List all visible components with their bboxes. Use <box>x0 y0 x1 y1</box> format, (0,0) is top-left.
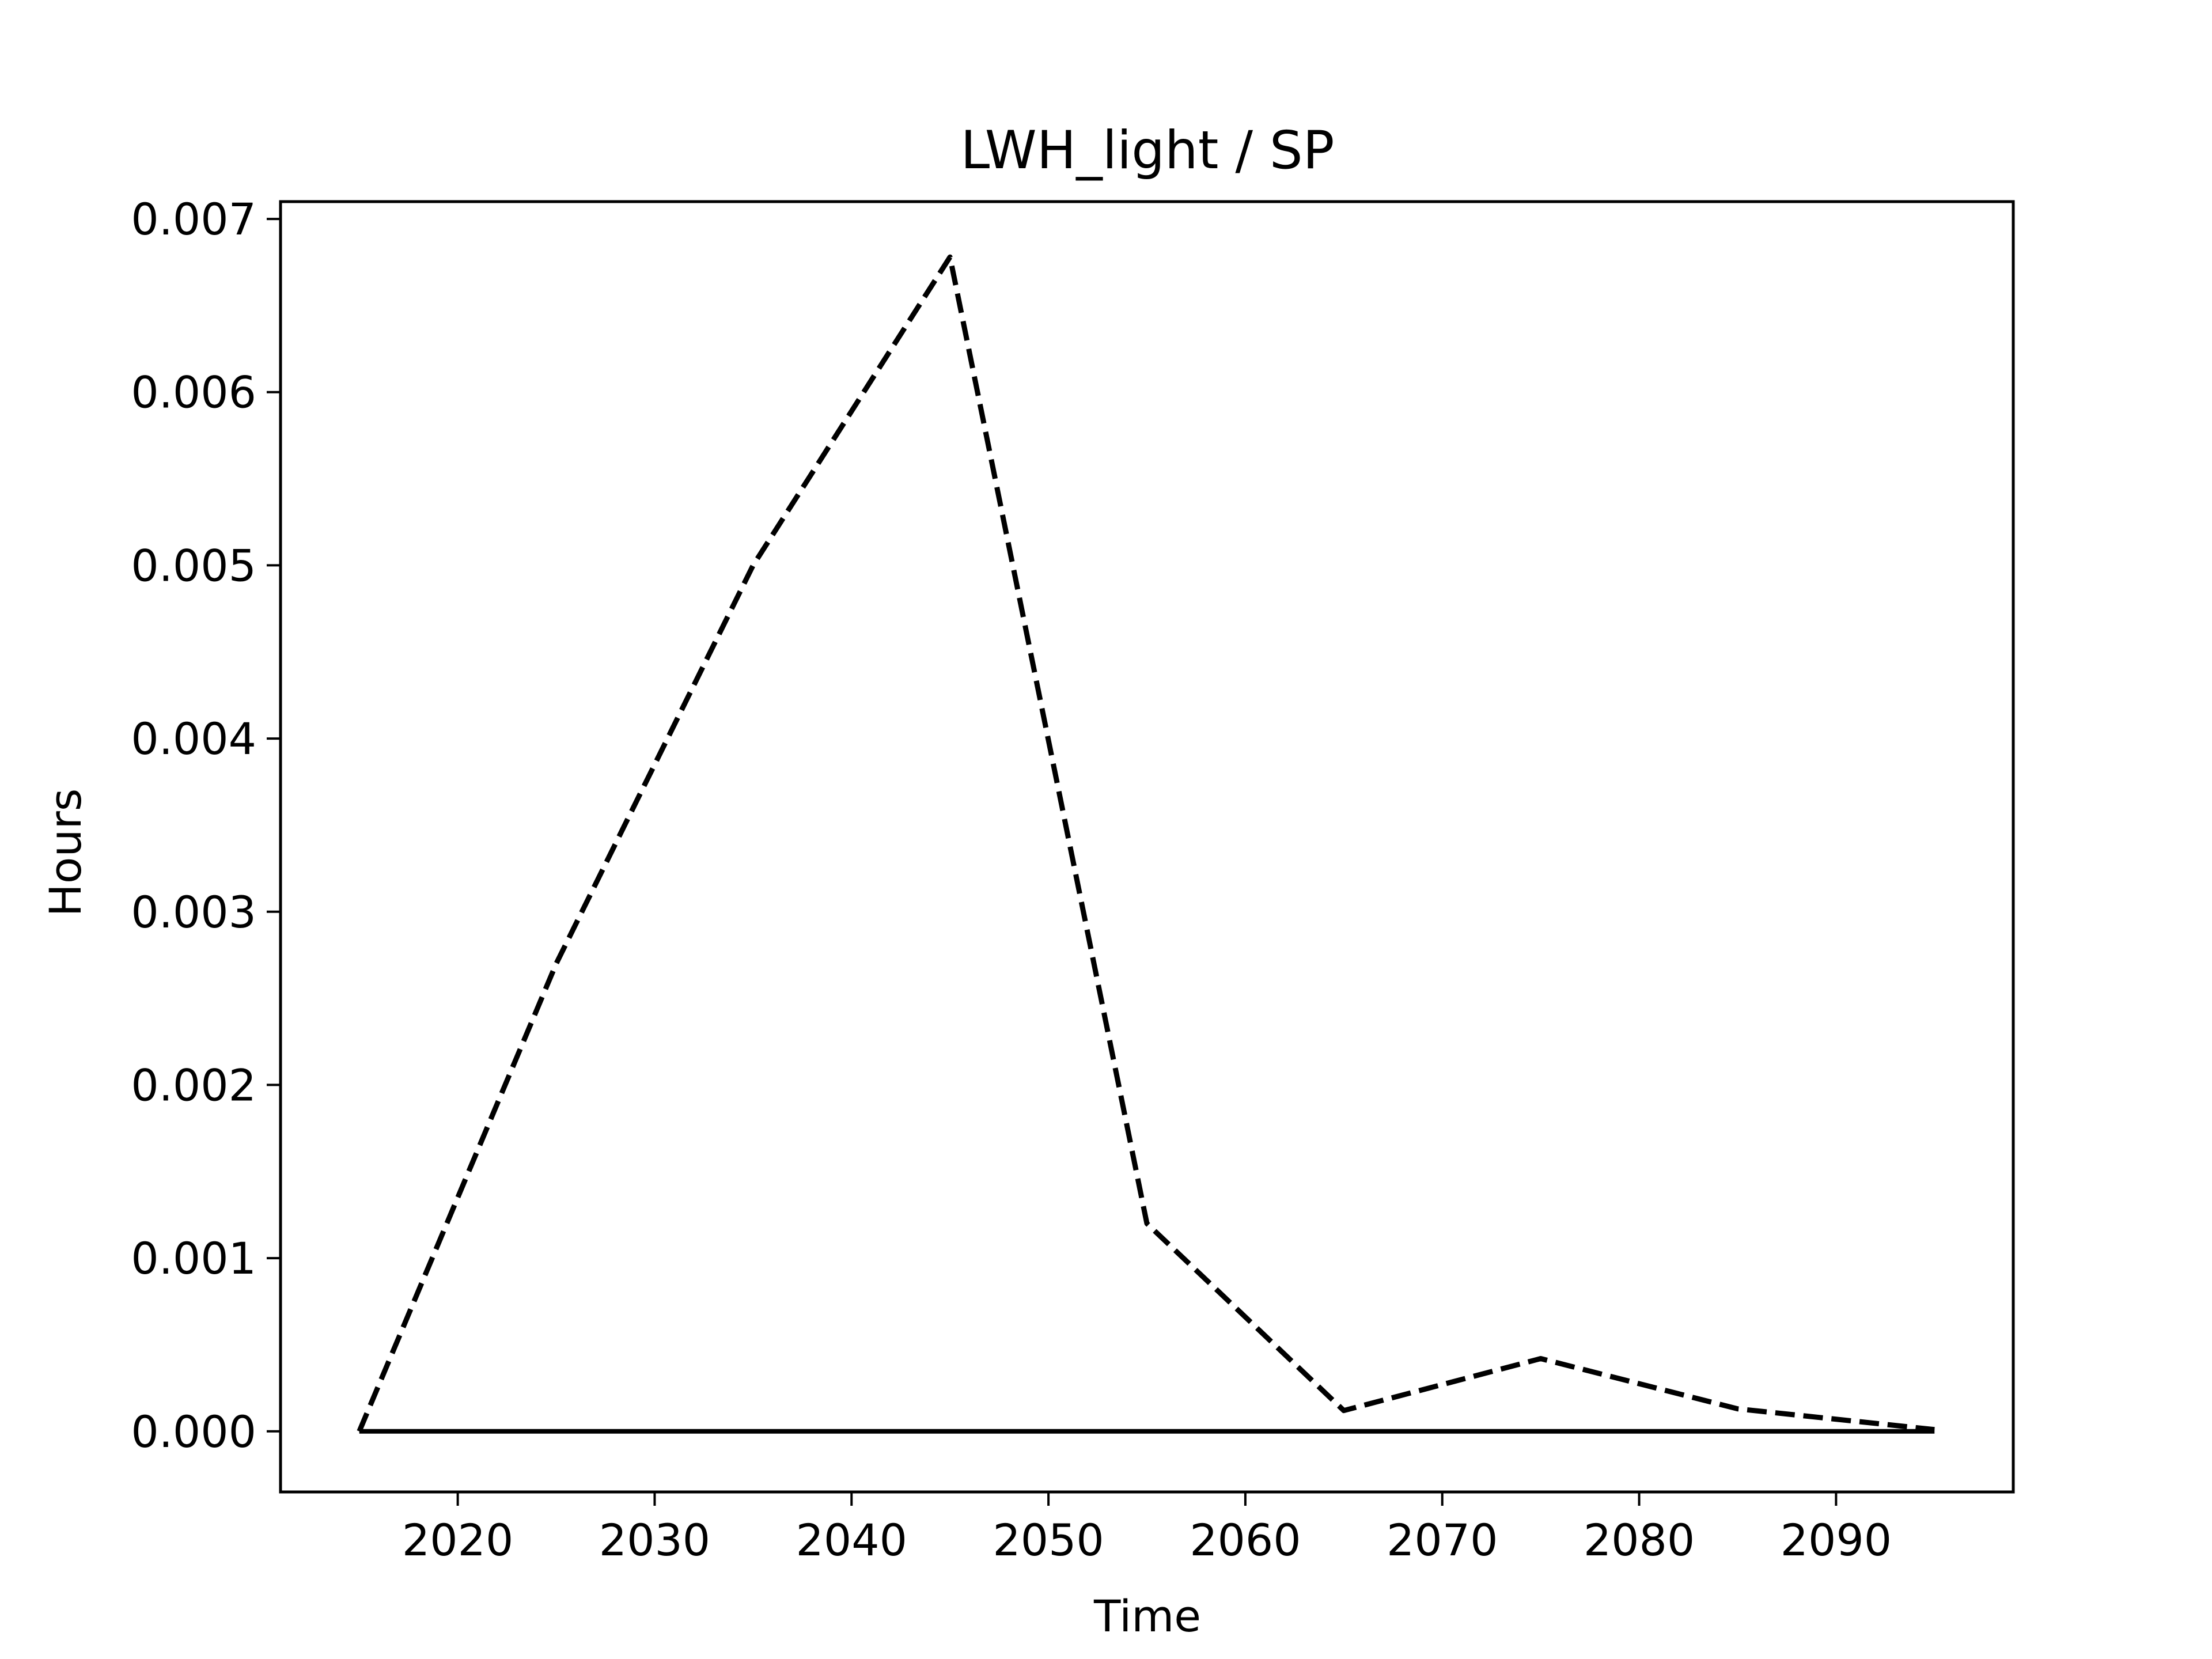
y-tick-label: 0.002 <box>131 1059 256 1111</box>
x-axis-label: Time <box>1093 1590 1201 1642</box>
x-tick-label: 2050 <box>993 1514 1104 1566</box>
y-tick-label: 0.000 <box>131 1406 256 1457</box>
y-axis-label: Hours <box>40 789 91 917</box>
x-axis: 2020 2030 2040 2050 2060 2070 2080 2090 <box>402 1492 1892 1566</box>
y-tick-label: 0.006 <box>131 367 256 418</box>
x-tick-label: 2090 <box>1781 1514 1892 1566</box>
y-tick-label: 0.007 <box>131 194 256 245</box>
x-tick-label: 2080 <box>1584 1514 1695 1566</box>
x-tick-label: 2040 <box>796 1514 907 1566</box>
x-tick-label: 2070 <box>1387 1514 1498 1566</box>
chart-title: LWH_light / SP <box>960 120 1334 181</box>
x-tick-label: 2060 <box>1190 1514 1301 1566</box>
y-tick-label: 0.005 <box>131 540 256 591</box>
y-tick-label: 0.001 <box>131 1233 256 1284</box>
x-tick-label: 2030 <box>599 1514 710 1566</box>
axes-frame <box>279 200 2015 1494</box>
x-tick-label: 2020 <box>402 1514 513 1566</box>
y-axis: 0.000 0.001 0.002 0.003 0.004 0.005 0.006 0.007 <box>131 194 281 1457</box>
series-layer <box>357 254 1935 1434</box>
y-tick-label: 0.003 <box>131 887 256 938</box>
y-tick-label: 0.004 <box>131 713 256 764</box>
